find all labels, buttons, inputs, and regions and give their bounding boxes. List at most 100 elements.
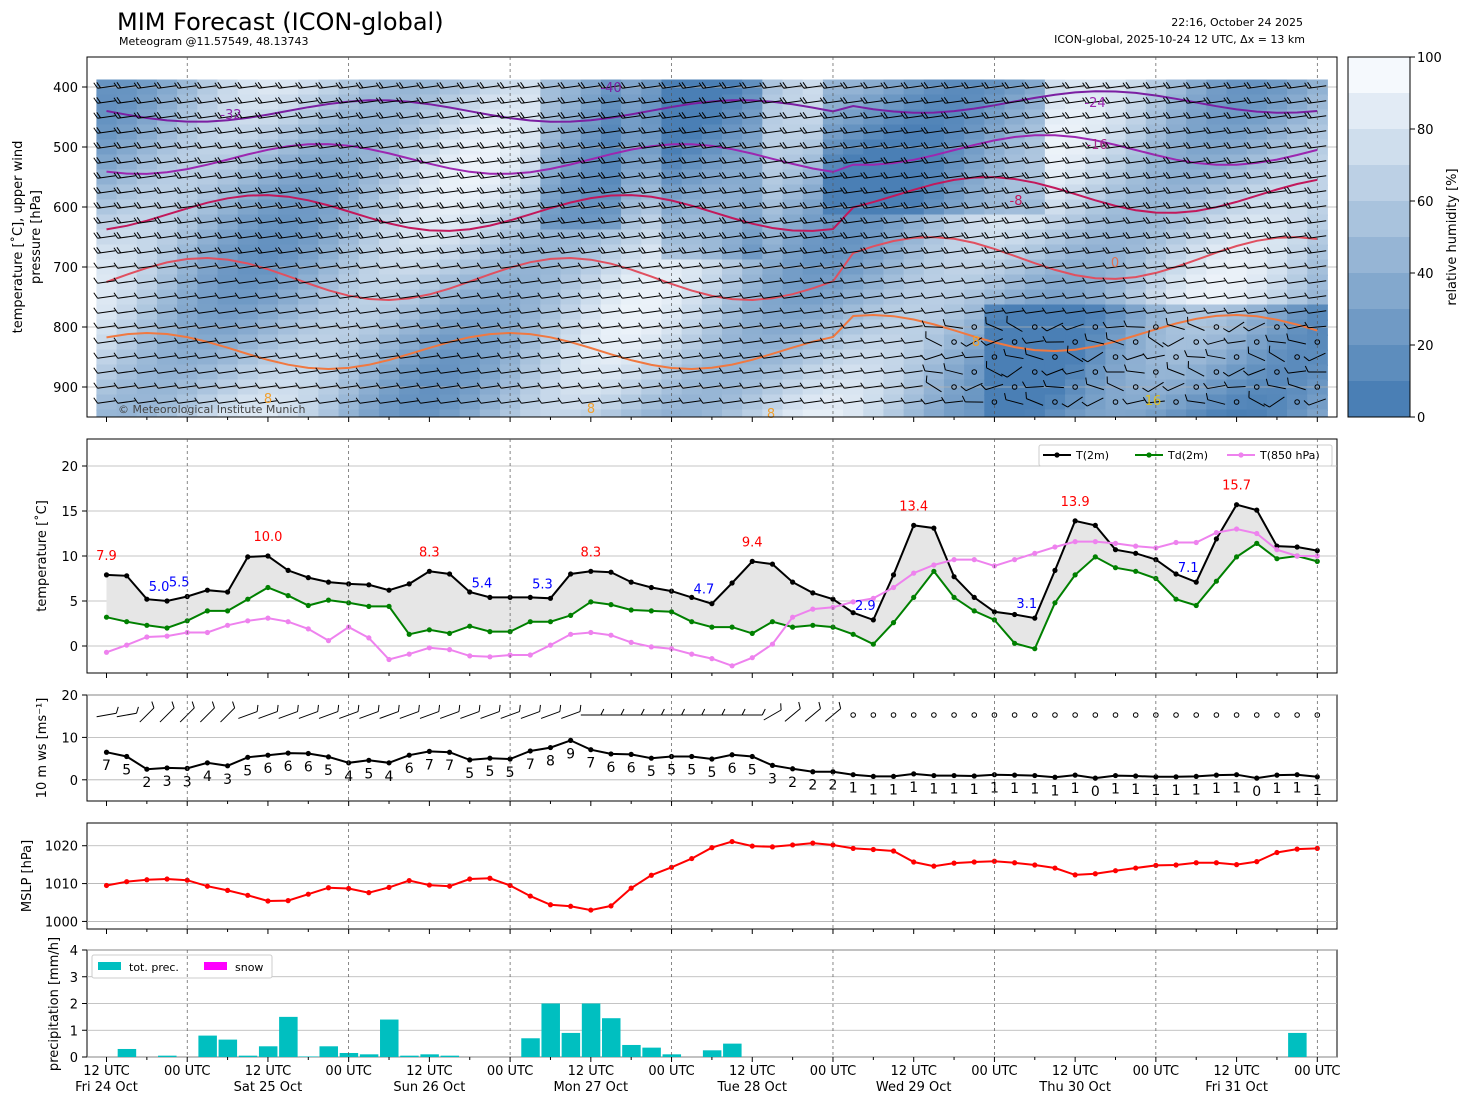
humidity-cell [1247,395,1268,412]
humidity-cell [1105,380,1126,397]
humidity-cell [964,365,985,382]
humidity-cell [1126,380,1147,397]
model-info: ICON-global, 2025-10-24 12 UTC, Δx = 13 … [1054,33,1305,46]
humidity-cell [924,410,945,427]
humidity-cell [1186,380,1207,397]
humidity-cell [1126,350,1147,367]
humidity-cell [924,395,945,412]
humidity-cell [1025,365,1046,382]
humidity-cell [944,350,965,367]
humidity-cell [1267,380,1288,397]
humidity-cell [1287,380,1308,397]
humidity-cell [439,410,460,427]
humidity-cell [1126,410,1147,427]
humidity-cell [1307,365,1328,382]
humidity-cell [1247,335,1268,352]
humidity-cell [883,410,904,427]
humidity-cell [1226,350,1247,367]
humidity-cell [318,410,339,427]
humidity-cell [1005,320,1026,337]
humidity-cell [1045,410,1066,427]
humidity-cell [682,410,703,427]
humidity-cell [1146,365,1167,382]
humidity-cell [1045,320,1066,337]
humidity-cell [1005,395,1026,412]
humidity-cell [1005,350,1026,367]
humidity-cell [1247,410,1268,427]
humidity-cell [1267,365,1288,382]
wind-barb-staff [925,327,943,328]
humidity-cell [359,410,380,427]
humidity-cell [964,395,985,412]
chart-subtitle: Meteogram @11.57549, 48.13743 [119,35,309,48]
humidity-cell [1226,365,1247,382]
humidity-cell [520,410,541,427]
humidity-cell [1085,410,1106,427]
humidity-cell [1206,320,1227,337]
humidity-cell [964,410,985,427]
humidity-cell [1206,395,1227,412]
humidity-cell [1065,365,1086,382]
humidity-cell [964,380,985,397]
humidity-cell [1045,365,1066,382]
humidity-cell [984,395,1005,412]
humidity-cell [399,410,420,427]
humidity-cell [1287,395,1308,412]
run-time: 22:16, October 24 2025 [1171,16,1303,29]
humidity-cell [1085,380,1106,397]
humidity-cell [1206,410,1227,427]
humidity-cell [924,380,945,397]
humidity-cell [944,380,965,397]
humidity-cell [1005,410,1026,427]
humidity-cell [1186,320,1207,337]
humidity-cell [1166,335,1187,352]
humidity-cell [1105,350,1126,367]
humidity-cell [1045,395,1066,412]
humidity-cell [1126,395,1147,412]
humidity-cell [1287,335,1308,352]
humidity-cell [1025,350,1046,367]
chart-title: MIM Forecast (ICON-global) [117,8,444,36]
humidity-cell [1085,320,1106,337]
humidity-cell [944,365,965,382]
humidity-cell [641,410,662,427]
humidity-cell [1005,380,1026,397]
humidity-cell [1065,380,1086,397]
humidity-cell [1166,410,1187,427]
humidity-cell [480,410,501,427]
humidity-cell [1247,380,1268,397]
humidity-cell [1267,395,1288,412]
humidity-cell [1105,395,1126,412]
humidity-cell [1065,350,1086,367]
humidity-cell [1206,335,1227,352]
humidity-cell [1206,350,1227,367]
humidity-cell [924,335,945,352]
humidity-cell [1287,410,1308,427]
humidity-cell [924,350,945,367]
humidity-cell [843,410,864,427]
humidity-cell [1186,365,1207,382]
humidity-cell [1085,365,1106,382]
humidity-cell [1226,395,1247,412]
humidity-cell [1267,350,1288,367]
humidity-cell [1065,320,1086,337]
humidity-cell [803,410,824,427]
humidity-cell [1085,395,1106,412]
humidity-cell [1166,350,1187,367]
humidity-cell [1186,335,1207,352]
humidity-cell [601,410,622,427]
humidity-cell [1166,380,1187,397]
humidity-cell [722,410,743,427]
humidity-cell [984,365,1005,382]
humidity-cell [1247,320,1268,337]
humidity-cell [1166,395,1187,412]
humidity-cell [1166,365,1187,382]
humidity-cell [1085,350,1106,367]
humidity-cell [1025,395,1046,412]
humidity-cell [561,410,582,427]
humidity-cell [1005,365,1026,382]
humidity-cell [1045,335,1066,352]
humidity-cell [1307,335,1328,352]
